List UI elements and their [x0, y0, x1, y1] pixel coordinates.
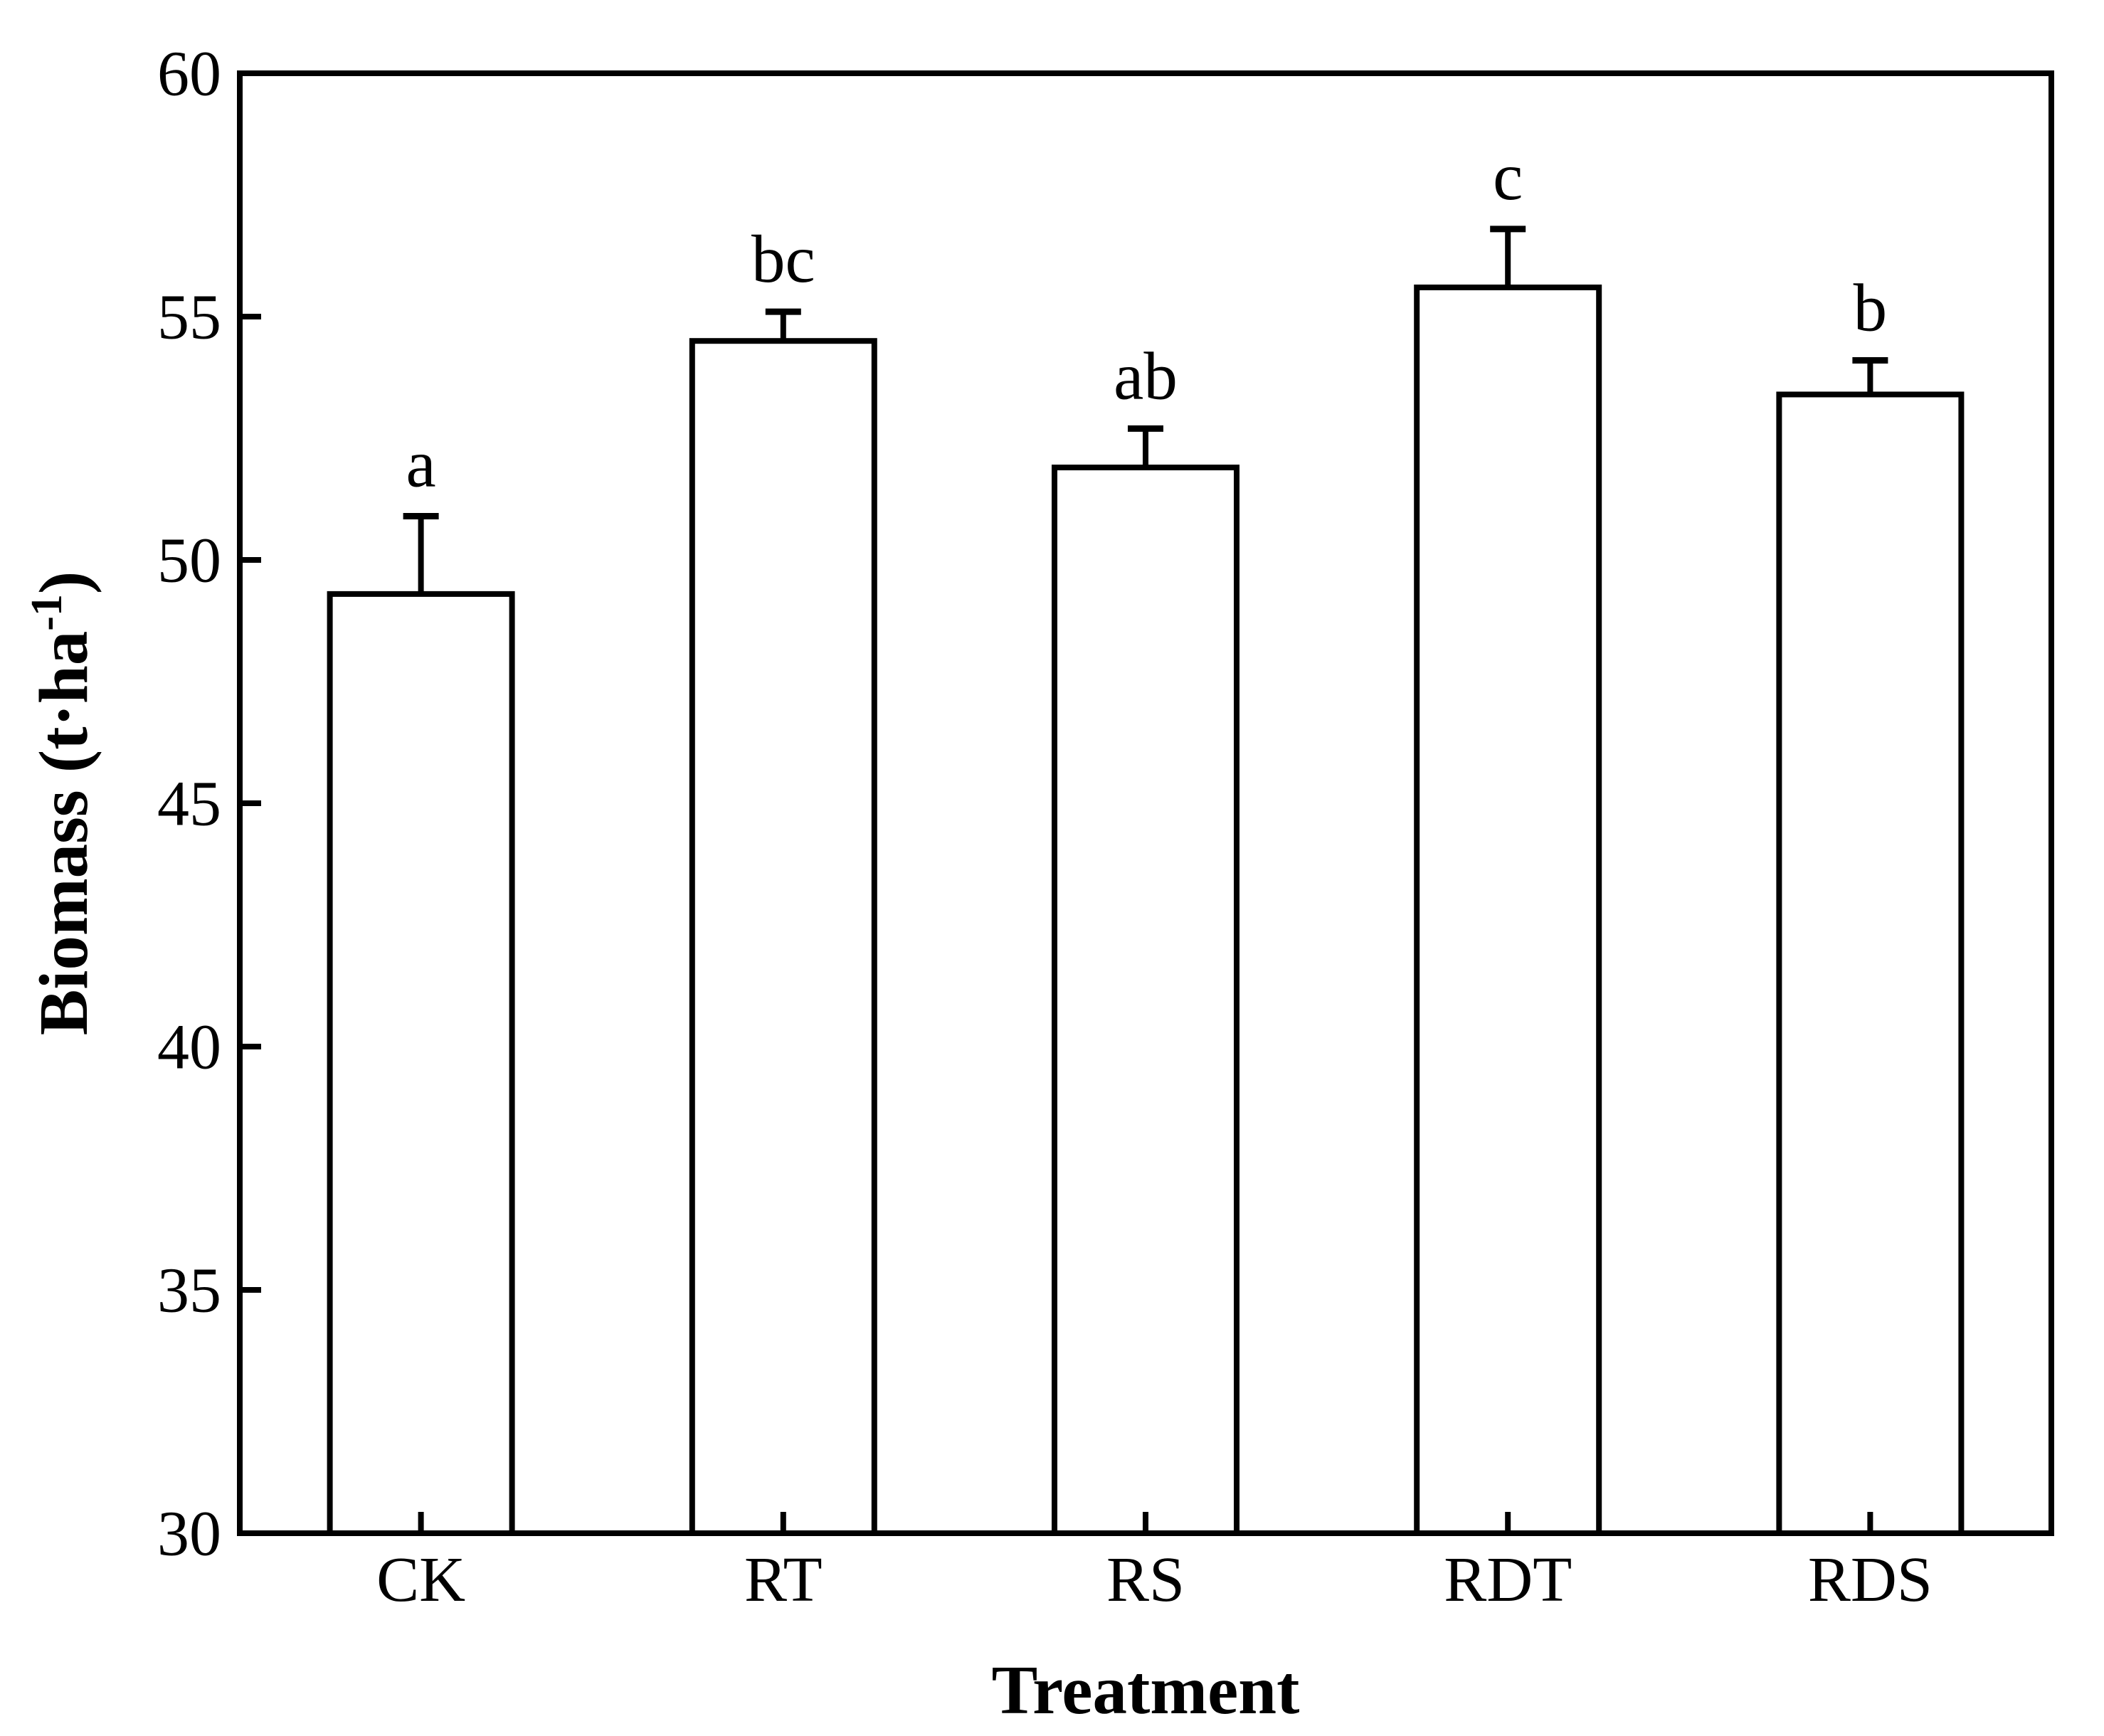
sig-letter-rt: bc — [751, 221, 815, 297]
y-tick-label-55: 55 — [157, 282, 221, 353]
x-tick-label-rds: RDS — [1808, 1545, 1933, 1615]
y-axis-title: Biomass (t·ha-1) — [23, 571, 102, 1036]
y-axis-title-main: Biomass (t·ha — [26, 631, 102, 1036]
bar-rs — [1052, 465, 1239, 1536]
x-tick-label-rs: RS — [1106, 1545, 1185, 1615]
y-tick-label-30: 30 — [157, 1499, 221, 1570]
sig-letter-rds: b — [1854, 270, 1888, 346]
x-tick-label-rdt: RDT — [1444, 1545, 1572, 1615]
y-tick-label-45: 45 — [157, 769, 221, 840]
x-tick-label-ck: CK — [376, 1545, 465, 1615]
error-bars-layer — [403, 226, 1888, 594]
sig-letter-rdt: c — [1493, 139, 1523, 214]
axes-layer — [237, 70, 2054, 1536]
y-axis-title-superscript: -1 — [23, 594, 71, 631]
bar-rds — [1776, 391, 1965, 1537]
y-tick-label-60: 60 — [157, 39, 221, 110]
sig-letter-ck: a — [406, 425, 436, 501]
bar-ck — [327, 591, 515, 1536]
tick-labels-layer: CK RT RS RDT RDS 30 35 40 45 50 55 60 — [157, 39, 1933, 1615]
bar-rt — [689, 338, 877, 1537]
y-tick-label-35: 35 — [157, 1256, 221, 1326]
x-tick-label-rt: RT — [744, 1545, 823, 1615]
bar-rdt — [1414, 284, 1602, 1537]
x-axis-title: Treatment — [992, 1652, 1300, 1728]
bars-layer — [327, 284, 1965, 1537]
y-tick-label-50: 50 — [157, 526, 221, 596]
sig-letter-rs: ab — [1114, 338, 1178, 413]
y-axis-title-close: ) — [26, 571, 102, 594]
y-tick-label-40: 40 — [157, 1012, 221, 1083]
plot-frame — [237, 70, 2054, 1536]
